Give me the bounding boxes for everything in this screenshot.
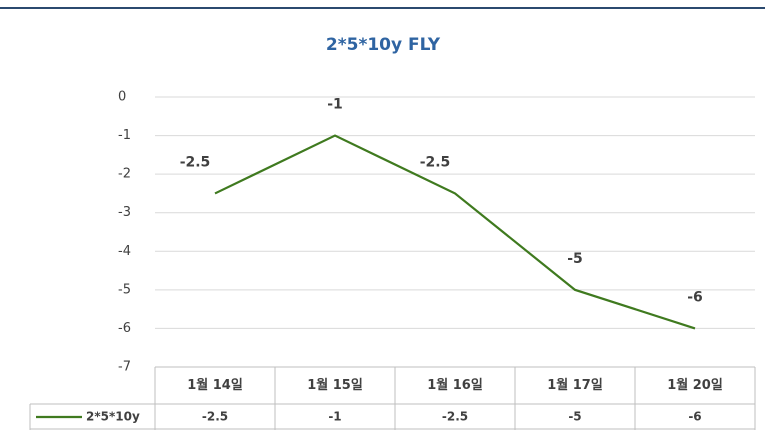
y-tick-label: -2 xyxy=(118,167,131,182)
table-value: -6 xyxy=(688,410,701,424)
line xyxy=(214,134,696,330)
data-label: -2.5 xyxy=(420,154,451,170)
y-tick-label: -7 xyxy=(118,360,131,375)
x-tick-label: 1월 14일 xyxy=(187,377,243,393)
data-label: -6 xyxy=(687,289,703,305)
y-tick-label: -3 xyxy=(118,205,131,220)
data-label: -1 xyxy=(327,97,343,113)
y-tick-label: -1 xyxy=(118,128,131,143)
data-label: -2.5 xyxy=(180,154,211,170)
legend-label: 2*5*10y xyxy=(86,410,140,424)
x-tick-label: 1월 15일 xyxy=(307,377,363,393)
x-tick-label: 1월 20일 xyxy=(667,377,723,393)
x-tick-label: 1월 16일 xyxy=(427,377,483,393)
chart-title: 2*5*10y FLY xyxy=(326,35,441,55)
table-value: -2.5 xyxy=(202,410,228,424)
y-tick-label: -5 xyxy=(118,282,131,297)
table-value: -5 xyxy=(568,410,581,424)
y-tick-label: 0 xyxy=(118,90,126,105)
table-value: -2.5 xyxy=(442,410,468,424)
table-value: -1 xyxy=(328,410,341,424)
x-tick-label: 1월 17일 xyxy=(547,377,603,393)
y-tick-label: -4 xyxy=(118,244,131,259)
y-tick-label: -6 xyxy=(118,321,131,336)
data-label: -5 xyxy=(567,251,583,267)
